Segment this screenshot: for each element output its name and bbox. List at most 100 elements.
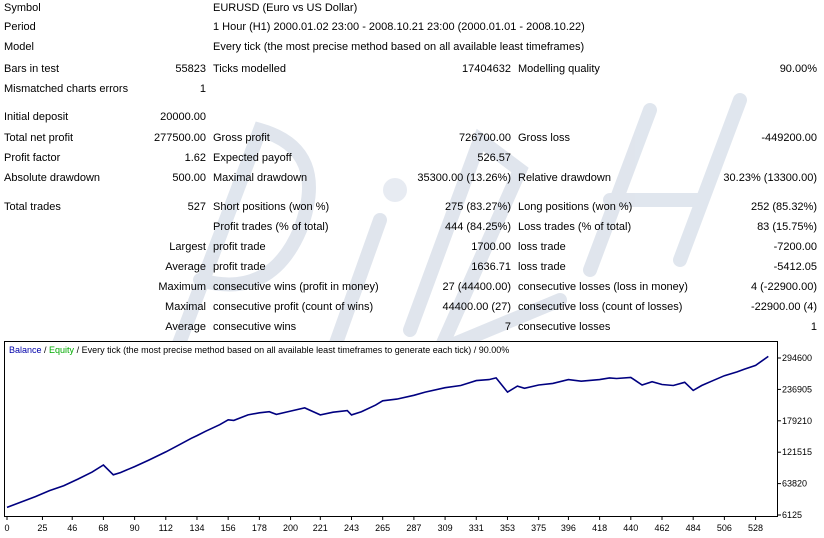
legend-separator: /: [41, 345, 50, 355]
report-cell: 277500.00: [154, 132, 206, 144]
y-tick-label: 63820: [782, 479, 807, 489]
x-tick-label: 243: [344, 523, 359, 533]
balance-chart-svg: 0 25 46 68 90 112 134 156 178 200 221 243 265 287 309 3…: [4, 341, 812, 533]
x-axis: 0 25 46 68 90 112 134 156 178 200 221 243 265 287 309 3…: [4, 516, 763, 533]
report-cell: loss trade: [518, 241, 566, 253]
x-tick-label: 178: [252, 523, 267, 533]
chart-header: Balance / Equity / Every tick (the most …: [9, 345, 509, 355]
report-cell: Largest: [169, 241, 206, 253]
x-tick-label: 440: [623, 523, 638, 533]
report-cell: 20000.00: [160, 111, 206, 123]
report-cell: Total net profit: [4, 132, 74, 144]
x-tick-label: 331: [469, 523, 484, 533]
report-cell: 30.23% (13300.00): [723, 172, 817, 184]
report-cell: consecutive losses: [518, 321, 611, 333]
report-cell: consecutive wins: [213, 321, 297, 333]
report-cell: Relative drawdown: [518, 172, 611, 184]
x-tick-label: 287: [406, 523, 421, 533]
x-tick-label: 484: [686, 523, 701, 533]
report-cell: Every tick (the most precise method base…: [213, 41, 585, 53]
report-cell: 1636.71: [471, 261, 511, 273]
report-cell: profit trade: [213, 241, 266, 253]
report-cell: Expected payoff: [213, 152, 292, 164]
report-cell: 1 Hour (H1) 2000.01.02 23:00 - 2008.10.2…: [213, 21, 585, 33]
report-cell: consecutive losses (loss in money): [518, 281, 688, 293]
report-cell: profit trade: [213, 261, 266, 273]
report-cell: Short positions (won %): [213, 201, 330, 213]
y-tick-label: 121515: [782, 447, 812, 457]
x-tick-label: 25: [37, 523, 47, 533]
x-tick-label: 506: [717, 523, 732, 533]
report-cell: 17404632: [462, 63, 511, 75]
report-cell: 1: [810, 321, 817, 333]
report-cell: consecutive wins (profit in money): [213, 281, 379, 293]
report-cell: Profit factor: [4, 152, 61, 164]
report-cell: 1.62: [184, 152, 206, 164]
x-tick-label: 134: [189, 523, 204, 533]
report-cell: 527: [187, 201, 206, 213]
y-tick-label: 6125: [782, 510, 802, 520]
y-tick-label: 179210: [782, 416, 812, 426]
balance-chart: 0 25 46 68 90 112 134 156 178 200 221 243 265 287 309 3…: [4, 341, 824, 535]
report-cell: 500.00: [172, 172, 206, 184]
equity-legend: Equity: [49, 345, 75, 355]
report-cell: Symbol: [4, 2, 41, 14]
x-tick-label: 46: [67, 523, 77, 533]
report-cell: 1: [199, 83, 206, 95]
report-cell: 44400.00 (27): [442, 301, 512, 313]
report-cell: EURUSD (Euro vs US Dollar): [213, 2, 358, 14]
x-tick-label: 353: [500, 523, 515, 533]
report-cell: consecutive loss (count of losses): [518, 301, 683, 313]
report-cell: Initial deposit: [4, 111, 69, 123]
report-cell: Model: [4, 41, 34, 53]
y-tick-label: 294600: [782, 353, 812, 363]
plot-frame: [4, 341, 778, 517]
report-cell: consecutive profit (count of wins): [213, 301, 374, 313]
x-tick-label: 418: [592, 523, 607, 533]
report-cell: 90.00%: [779, 63, 817, 75]
x-tick-label: 375: [531, 523, 546, 533]
report-cell: Absolute drawdown: [4, 172, 101, 184]
strategy-report: Symbol EURUSD (Euro vs US Dollar) Period 1 …: [4, 2, 817, 333]
report-cell: Modelling quality: [518, 63, 600, 75]
x-tick-label: 528: [748, 523, 763, 533]
x-tick-label: 90: [130, 523, 140, 533]
report-cell: Bars in test: [4, 63, 60, 75]
report-cell: 27 (44400.00): [442, 281, 512, 293]
x-tick-label: 0: [4, 523, 9, 533]
report-cell: Long positions (won %): [518, 201, 633, 213]
report-cell: 35300.00 (13.26%): [417, 172, 511, 184]
balance-legend: Balance: [9, 345, 42, 355]
x-tick-label: 200: [283, 523, 298, 533]
report-cell: 55823: [175, 63, 206, 75]
x-tick-label: 396: [561, 523, 576, 533]
report-cell: 726700.00: [459, 132, 511, 144]
x-tick-label: 309: [438, 523, 453, 533]
report-cell: 7: [504, 321, 511, 333]
report-cell: Gross loss: [518, 132, 570, 144]
report-cell: Maximal drawdown: [213, 172, 308, 184]
report-cell: Profit trades (% of total): [213, 221, 329, 233]
report-cell: 83 (15.75%): [757, 221, 817, 233]
report-cell: -7200.00: [773, 241, 817, 253]
x-tick-label: 156: [221, 523, 236, 533]
report-cell: 275 (83.27%): [444, 201, 511, 213]
report-cell: Mismatched charts errors: [4, 83, 129, 95]
report-cell: Gross profit: [213, 132, 270, 144]
report-cell: Average: [165, 321, 206, 333]
x-tick-label: 265: [375, 523, 390, 533]
report-cell: -5412.05: [773, 261, 817, 273]
report-cell: Loss trades (% of total): [518, 221, 632, 233]
y-axis: 6125 63820 121515 179210 236905 294600: [777, 353, 812, 520]
report-cell: 4 (-22900.00): [750, 281, 817, 293]
report-cell: Average: [165, 261, 206, 273]
report-cell: 444 (84.25%): [444, 221, 511, 233]
report-cell: 1700.00: [471, 241, 511, 253]
report-cell: 526.57: [477, 152, 511, 164]
report-cell: loss trade: [518, 261, 566, 273]
report-cell: Maximal: [165, 301, 206, 313]
report-cell: Period: [4, 21, 36, 33]
x-tick-label: 68: [98, 523, 108, 533]
report-cell: -22900.00 (4): [750, 301, 817, 313]
report-cell: Ticks modelled: [213, 63, 286, 75]
